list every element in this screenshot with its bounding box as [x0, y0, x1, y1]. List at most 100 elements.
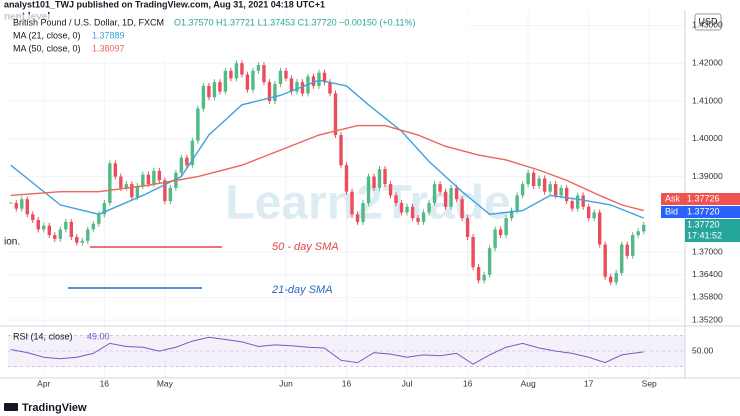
candle — [273, 84, 277, 102]
candle — [311, 76, 316, 86]
candle — [416, 218, 420, 222]
candle — [482, 274, 486, 281]
ohlc: O1.37570 H1.37721 L1.37453 C1.37720 −0.0… — [174, 17, 416, 27]
candle — [531, 172, 536, 187]
x-tick-label: 16 — [463, 378, 473, 388]
bid-label — [661, 206, 740, 218]
last-price: 1.37720 — [687, 219, 720, 229]
candle — [559, 187, 563, 196]
y-tick-label: 1.42000 — [692, 58, 723, 68]
candle — [108, 163, 112, 204]
candle — [548, 184, 552, 192]
candle — [141, 174, 145, 187]
candle — [53, 235, 57, 239]
candle — [608, 276, 613, 283]
candle — [317, 72, 321, 86]
candle — [31, 214, 35, 220]
bid-text: Bid — [665, 206, 678, 216]
candle — [289, 78, 294, 92]
x-tick-label: Jul — [402, 378, 413, 388]
annotation: ion. — [4, 237, 20, 248]
candle — [218, 82, 222, 92]
candle — [394, 195, 398, 204]
ma-line — [10, 124, 644, 212]
candle — [619, 244, 624, 273]
candle — [80, 240, 85, 243]
candle — [300, 82, 305, 94]
candle — [581, 195, 585, 207]
candle — [196, 108, 200, 141]
candle — [124, 184, 129, 188]
x-tick-label: Apr — [37, 378, 50, 388]
candle — [146, 174, 151, 185]
candle — [498, 229, 503, 236]
x-tick-label: Jun — [279, 378, 293, 388]
countdown: 17:41:52 — [687, 230, 722, 240]
currency-box — [694, 13, 722, 31]
candle — [223, 70, 228, 92]
candle — [256, 65, 261, 71]
annotation: 50 - day SMA — [272, 241, 339, 253]
candle — [295, 82, 299, 92]
candle — [152, 170, 156, 185]
candle — [20, 199, 24, 209]
candle — [432, 184, 437, 204]
candle — [240, 63, 244, 75]
candle — [586, 206, 591, 219]
candle — [449, 187, 453, 207]
candle — [564, 187, 569, 202]
candle — [97, 214, 101, 224]
y-tick-label: 1.36400 — [692, 269, 723, 279]
candle — [212, 82, 217, 98]
candle — [405, 206, 409, 213]
candle — [135, 186, 140, 198]
candle — [603, 244, 607, 277]
candle — [42, 225, 46, 230]
candle — [526, 172, 530, 185]
candle — [47, 225, 51, 236]
candle — [454, 187, 459, 200]
candle — [427, 203, 431, 213]
candle — [614, 272, 618, 283]
candle — [344, 165, 349, 192]
candle — [383, 169, 387, 185]
candle — [229, 70, 233, 79]
candle — [421, 212, 426, 222]
candle — [14, 203, 18, 209]
candle — [64, 221, 68, 230]
candle — [168, 187, 173, 202]
candle — [58, 229, 62, 239]
candle — [201, 85, 206, 109]
ask-text: Ask — [665, 193, 681, 203]
candle — [328, 82, 332, 94]
candle — [234, 63, 239, 79]
x-tick-label: 17 — [584, 378, 594, 388]
rsi-line — [10, 336, 644, 365]
candle — [179, 157, 184, 173]
x-tick-label: Sep — [642, 378, 657, 388]
candle — [399, 203, 404, 213]
y-tick-label: 1.41000 — [692, 95, 723, 105]
x-tick-label: 16 — [100, 378, 110, 388]
candle — [575, 195, 580, 209]
candle — [631, 235, 635, 256]
bid-value: 1.37720 — [687, 206, 720, 216]
candle — [592, 212, 596, 219]
candle — [267, 82, 272, 102]
candle — [570, 201, 574, 209]
candle — [333, 93, 338, 136]
ask-value: 1.37726 — [687, 193, 720, 203]
candle — [185, 157, 189, 166]
candle — [476, 267, 481, 281]
y-tick-label: 1.39000 — [692, 171, 723, 181]
candle — [157, 170, 162, 181]
legend-label: MA (21, close, 0) — [13, 30, 81, 40]
legend-value: 1.38097 — [92, 43, 125, 53]
candle — [388, 184, 393, 196]
candle — [443, 191, 448, 207]
last-price-label — [685, 219, 740, 242]
candle — [36, 220, 40, 230]
candle — [102, 203, 107, 215]
y-tick-label: 50.00 — [692, 345, 714, 355]
